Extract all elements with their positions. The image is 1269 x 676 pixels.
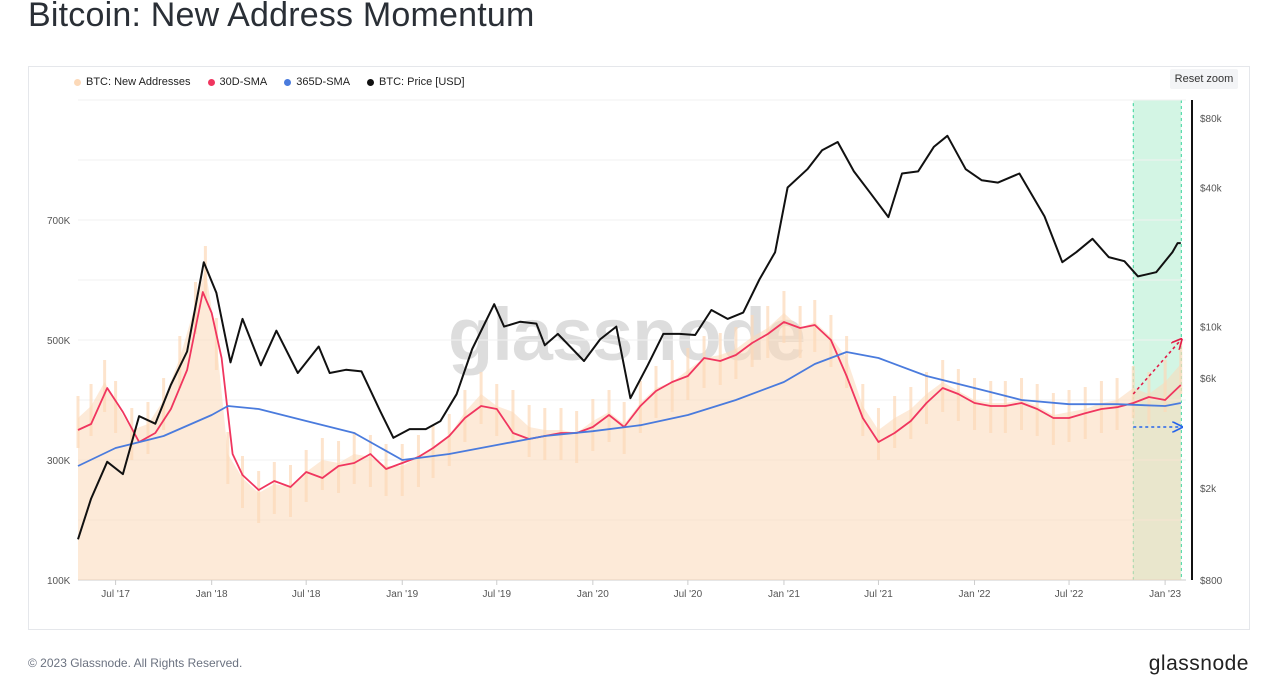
y-left-tick-label: 300K bbox=[47, 456, 71, 467]
x-tick-label: Jan '22 bbox=[959, 589, 991, 600]
page-title: Bitcoin: New Address Momentum bbox=[28, 0, 535, 34]
series-area-new-addresses bbox=[78, 268, 1181, 580]
legend-label: 30D-SMA bbox=[219, 76, 268, 88]
series-line-price bbox=[77, 134, 1181, 540]
y-right-tick-label: $80k bbox=[1200, 114, 1223, 125]
x-tick-label: Jan '20 bbox=[577, 589, 609, 600]
x-tick-label: Jul '19 bbox=[482, 589, 511, 600]
copyright-footer: © 2023 Glassnode. All Rights Reserved. bbox=[28, 656, 243, 670]
legend-item[interactable]: 30D-SMA bbox=[207, 76, 268, 88]
y-right-tick-label: $10k bbox=[1200, 323, 1223, 334]
x-tick-label: Jan '19 bbox=[386, 589, 418, 600]
y-right-tick-label: $6k bbox=[1200, 374, 1217, 385]
x-tick-label: Jul '21 bbox=[864, 589, 893, 600]
legend-label: BTC: Price [USD] bbox=[379, 76, 465, 88]
chart-legend: BTC: New Addresses 30D-SMA 365D-SMA BTC: Pr… bbox=[74, 76, 465, 88]
y-right-tick-label: $40k bbox=[1200, 184, 1223, 195]
legend-dot-icon bbox=[74, 78, 81, 86]
legend-dot-icon bbox=[284, 78, 292, 86]
x-tick-label: Jan '23 bbox=[1149, 589, 1181, 600]
x-tick-label: Jul '20 bbox=[674, 589, 703, 600]
y-right-tick-label: $800 bbox=[1200, 576, 1223, 587]
legend-label: BTC: New Addresses bbox=[86, 76, 191, 88]
series-line-30d-sma bbox=[77, 291, 1182, 491]
x-tick-label: Jul '22 bbox=[1055, 589, 1084, 600]
x-tick-label: Jan '18 bbox=[196, 589, 228, 600]
legend-label: 365D-SMA bbox=[296, 76, 351, 88]
legend-item[interactable]: BTC: New Addresses bbox=[74, 76, 191, 88]
y-left-tick-label: 100K bbox=[47, 576, 71, 587]
reset-zoom-button[interactable]: Reset zoom bbox=[1170, 69, 1238, 89]
x-tick-label: Jul '18 bbox=[292, 589, 321, 600]
x-tick-label: Jul '17 bbox=[101, 589, 130, 600]
legend-dot-icon bbox=[367, 78, 375, 86]
legend-dot-icon bbox=[207, 78, 215, 86]
brand-logo: glassnode bbox=[1148, 652, 1249, 675]
y-left-tick-label: 500K bbox=[47, 336, 71, 347]
y-left-tick-label: 700K bbox=[47, 216, 71, 227]
legend-item[interactable]: BTC: Price [USD] bbox=[367, 76, 465, 88]
legend-item[interactable]: 365D-SMA bbox=[284, 76, 350, 88]
series-line-365d-sma bbox=[77, 351, 1181, 467]
y-right-tick-label: $2k bbox=[1200, 484, 1217, 495]
x-tick-label: Jan '21 bbox=[768, 589, 800, 600]
